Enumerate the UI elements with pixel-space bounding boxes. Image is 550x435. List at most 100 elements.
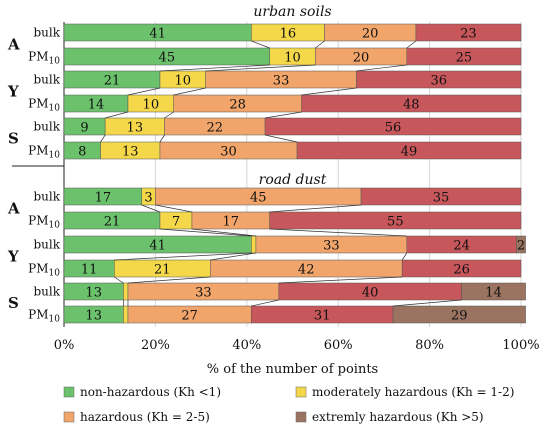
data-label: 7 xyxy=(172,215,180,230)
data-label: 23 xyxy=(460,27,477,42)
x-tick-label: 80% xyxy=(415,338,444,353)
connector-line xyxy=(173,87,206,96)
data-label: 56 xyxy=(385,121,402,136)
legend-swatch xyxy=(295,411,307,423)
data-label: 3 xyxy=(144,191,152,206)
data-label: 21 xyxy=(154,263,171,278)
data-label: 45 xyxy=(250,191,267,206)
connector-line xyxy=(159,228,252,237)
x-tick-label: 60% xyxy=(324,338,353,353)
bar-segment xyxy=(516,235,526,254)
data-label: 36 xyxy=(430,74,447,89)
data-label: 13 xyxy=(127,121,144,136)
row-label: PM10 xyxy=(28,308,60,325)
connector-line xyxy=(269,228,407,237)
group-label: Y xyxy=(7,248,19,266)
connector-line xyxy=(100,134,106,143)
data-label: 17 xyxy=(223,215,240,230)
bar-segment xyxy=(301,94,522,113)
data-label: 30 xyxy=(220,145,237,160)
data-label: 10 xyxy=(284,51,301,66)
bar-segment xyxy=(296,141,522,160)
data-label: 14 xyxy=(88,98,105,113)
connector-line xyxy=(127,276,211,284)
data-label: 33 xyxy=(273,74,290,89)
data-label: 22 xyxy=(207,121,224,136)
bar-segment xyxy=(401,259,522,278)
group-label: A xyxy=(7,36,20,54)
data-label: 16 xyxy=(280,27,297,42)
data-label: 27 xyxy=(181,309,198,324)
x-tick-label: 20% xyxy=(141,338,170,353)
connector-line xyxy=(265,111,302,119)
legend-swatch xyxy=(63,411,75,423)
data-label: 41 xyxy=(149,239,166,254)
data-label: 28 xyxy=(229,98,246,113)
connector-line xyxy=(401,252,408,261)
connector-line xyxy=(265,134,298,143)
connector-line xyxy=(141,204,161,213)
connector-line xyxy=(210,252,256,261)
connector-line xyxy=(301,87,357,96)
connector-line xyxy=(205,64,316,72)
legend-swatch xyxy=(63,386,75,398)
row-label: PM10 xyxy=(28,262,60,279)
connector-line xyxy=(114,276,124,284)
panel-title: road dust xyxy=(259,172,327,188)
legend-entry: extremly hazardous (Kh >5) xyxy=(312,410,484,424)
data-label: 42 xyxy=(298,263,315,278)
group-label: S xyxy=(8,294,19,312)
legend-entry: moderately hazardous (Kh = 1-2) xyxy=(312,385,514,399)
data-label: 29 xyxy=(451,309,468,324)
panel-title: urban soils xyxy=(253,4,331,20)
data-label: 13 xyxy=(85,309,102,324)
connector-line xyxy=(164,111,174,119)
connector-line xyxy=(159,64,270,72)
connector-line xyxy=(251,299,279,307)
group-label: A xyxy=(7,200,20,218)
connector-line xyxy=(251,40,270,49)
data-label: 13 xyxy=(122,145,139,160)
data-label: 13 xyxy=(85,286,102,301)
data-label: 11 xyxy=(81,263,98,278)
x-tick-label: 40% xyxy=(232,338,261,353)
connector-line xyxy=(278,276,403,284)
data-label: 21 xyxy=(104,74,121,89)
connector-line xyxy=(127,87,161,96)
data-label: 55 xyxy=(387,215,404,230)
group-label: Y xyxy=(7,83,19,101)
bar-segment xyxy=(415,23,522,42)
data-label: 24 xyxy=(453,239,470,254)
bar-segment xyxy=(356,70,522,89)
row-label: PM10 xyxy=(28,214,60,231)
data-label: 45 xyxy=(159,51,176,66)
connector-line xyxy=(315,40,325,49)
row-label: bulk xyxy=(33,120,60,134)
data-label: 35 xyxy=(433,191,450,206)
data-label: 40 xyxy=(362,286,379,301)
data-label: 26 xyxy=(453,263,470,278)
bar-segment xyxy=(360,187,522,206)
connector-line xyxy=(159,134,165,143)
bar-segment xyxy=(123,282,129,301)
data-label: 25 xyxy=(456,51,473,66)
x-tick-label: 0% xyxy=(54,338,75,353)
connector-line xyxy=(114,252,252,261)
data-label: 20 xyxy=(353,51,370,66)
bar-segment xyxy=(461,282,526,301)
connector-line xyxy=(105,111,129,119)
data-label: 41 xyxy=(149,27,166,42)
data-label: 10 xyxy=(143,98,160,113)
data-label: 31 xyxy=(314,309,331,324)
bar-segment xyxy=(406,47,522,66)
row-label: PM10 xyxy=(28,50,60,67)
data-label: 17 xyxy=(95,191,112,206)
x-axis-title: % of the number of points xyxy=(207,362,378,377)
data-label: 33 xyxy=(195,286,212,301)
data-label: 8 xyxy=(78,145,86,160)
bar-segment xyxy=(123,305,129,324)
bar-segment xyxy=(392,305,526,324)
row-label: PM10 xyxy=(28,97,60,114)
connector-line xyxy=(393,299,462,307)
